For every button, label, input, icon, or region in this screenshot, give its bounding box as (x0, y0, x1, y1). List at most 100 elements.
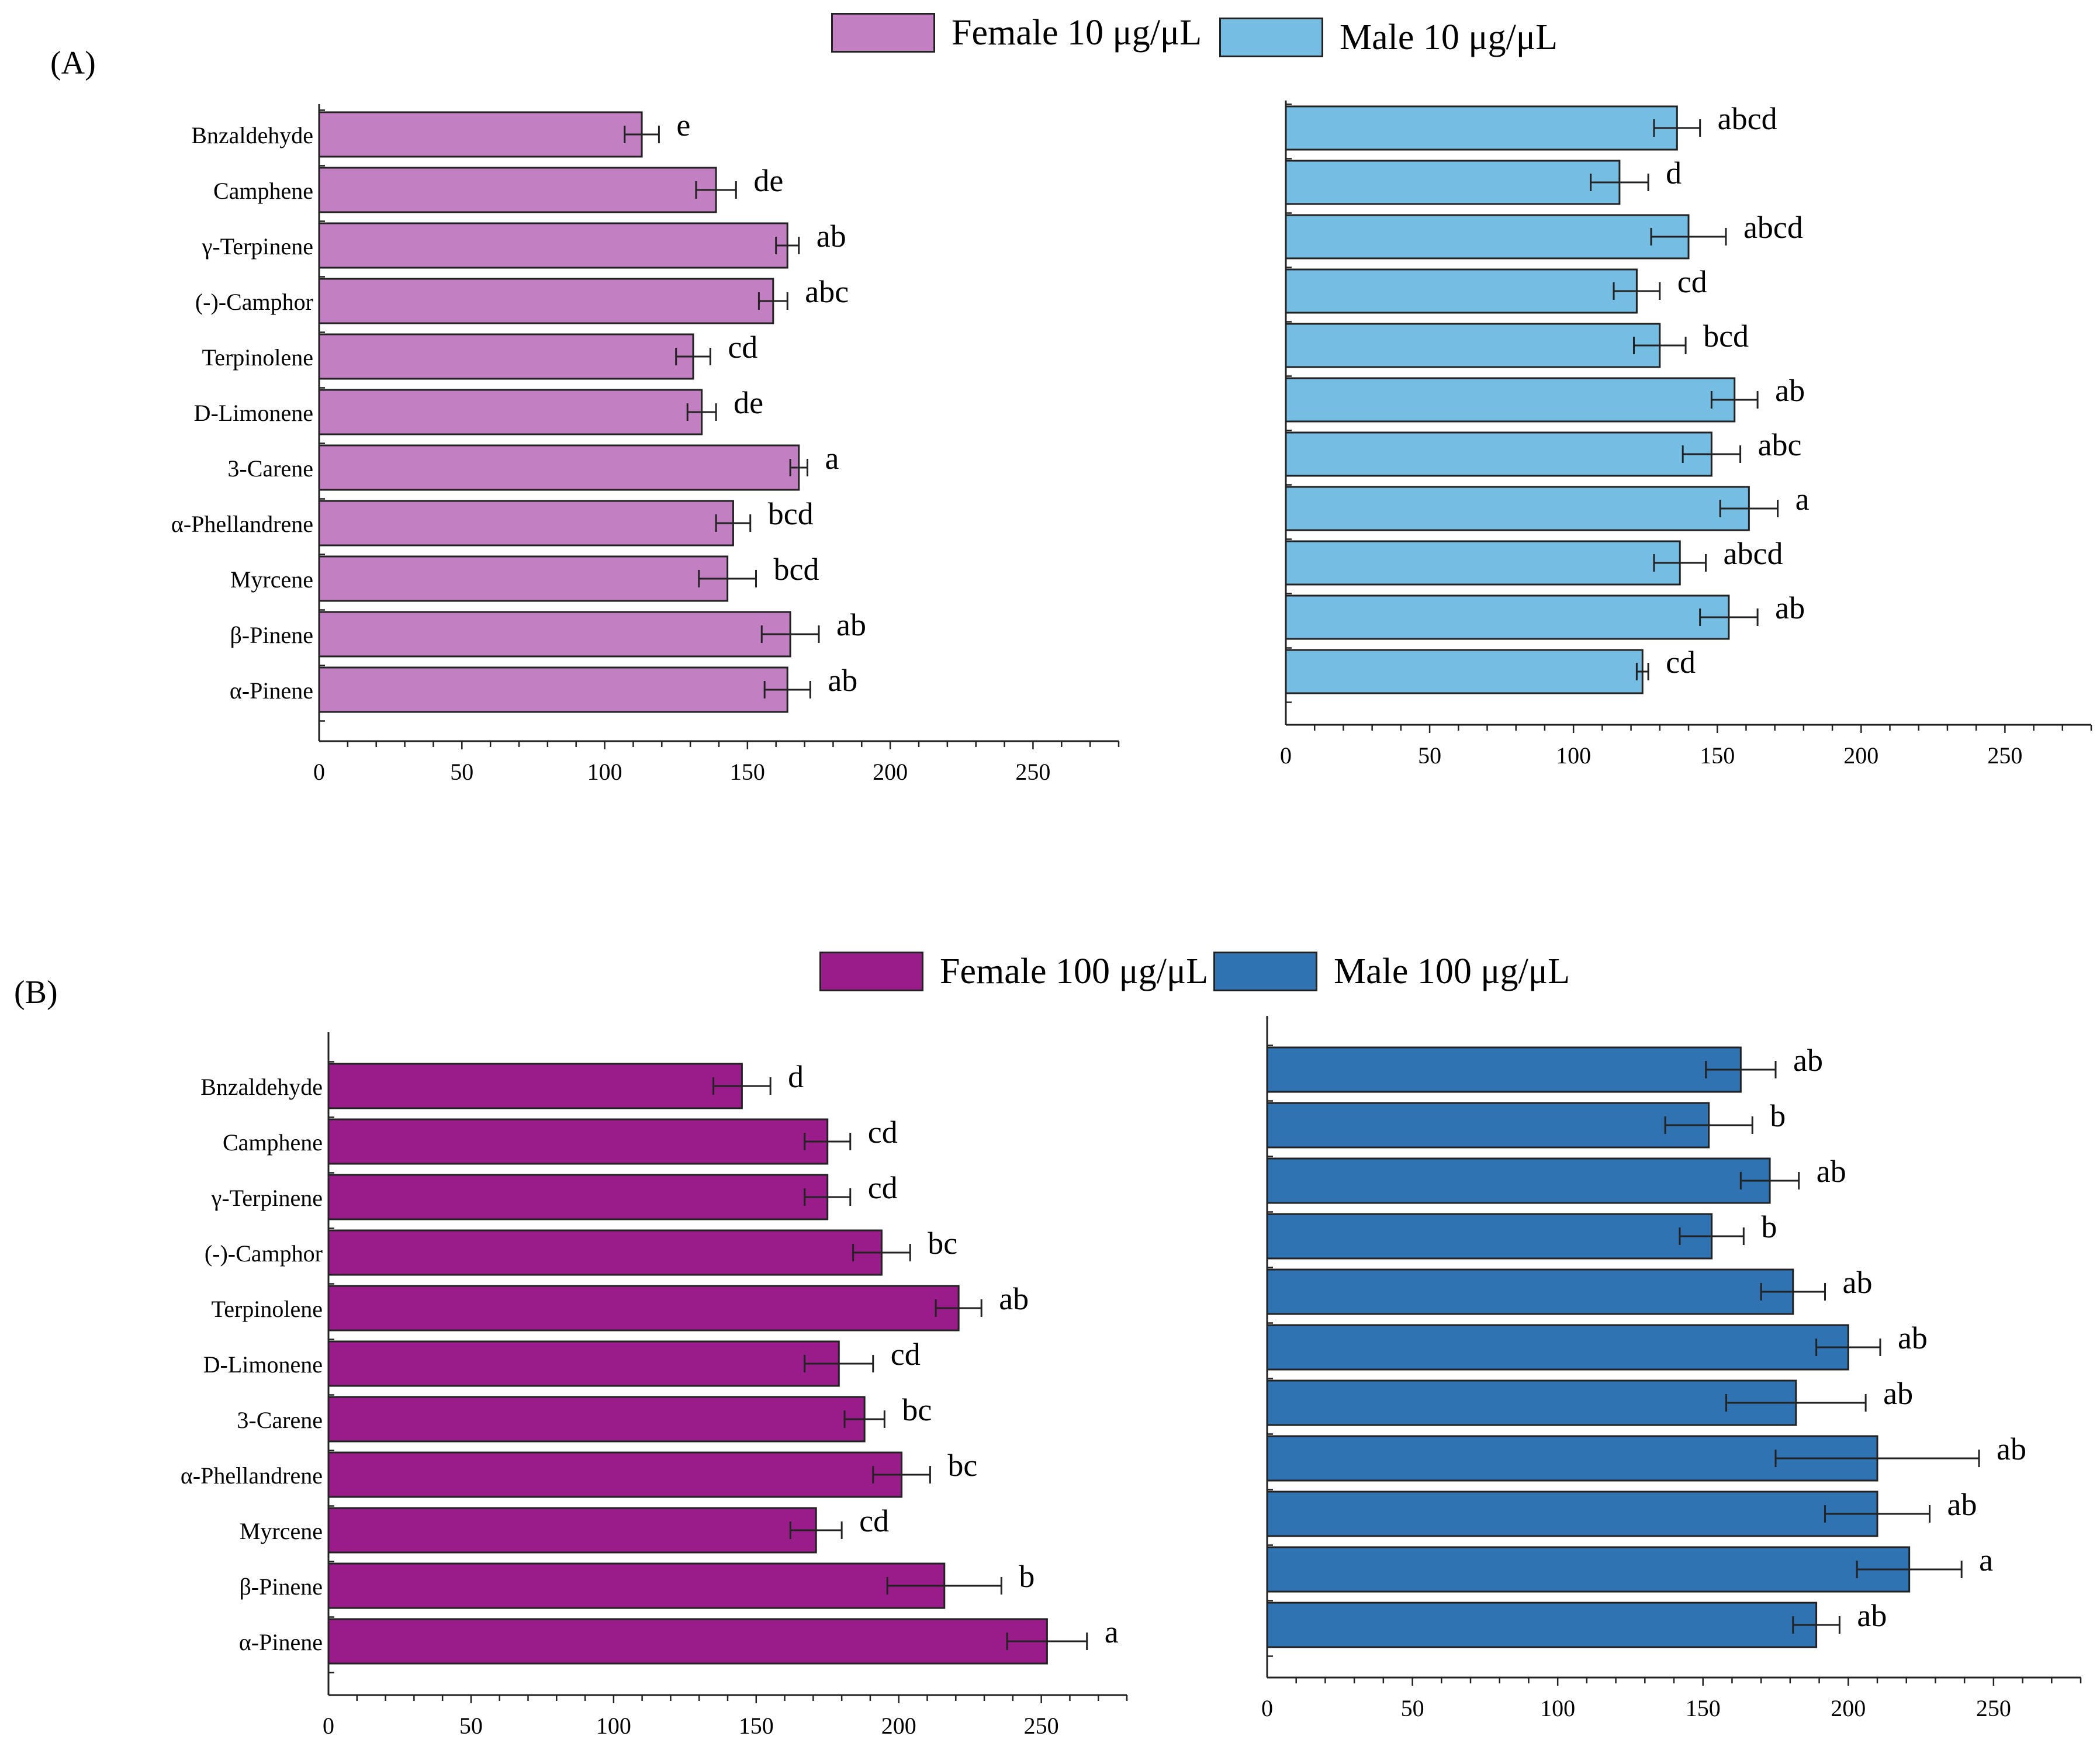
significance-label: ab (1775, 590, 1805, 625)
significance-label: ab (836, 607, 866, 642)
category-label: Bnzaldehyde (191, 122, 313, 148)
legend-female-10: Female 10 μg/μL (831, 13, 1202, 53)
bar (1266, 1102, 1710, 1149)
x-tick-label: 250 (1987, 742, 2022, 769)
x-tick-label: 100 (1540, 1695, 1575, 1721)
x-tick-label: 50 (1418, 742, 1441, 769)
bar (1285, 431, 1712, 477)
significance-label: abcd (1718, 101, 1777, 136)
bar (1285, 268, 1638, 314)
category-label: Myrcene (230, 566, 313, 593)
x-tick-label: 200 (881, 1713, 916, 1739)
x-tick-label: 150 (1700, 742, 1735, 769)
category-label: Terpinolene (212, 1296, 323, 1322)
bar (318, 611, 791, 658)
significance-label: a (1979, 1543, 1993, 1578)
bar (318, 111, 643, 158)
legend-swatch-female-10 (831, 13, 935, 53)
category-label: D-Limonene (203, 1351, 323, 1378)
significance-label: d (1666, 155, 1682, 191)
significance-label: b (1019, 1559, 1035, 1594)
category-label: γ-Terpinene (202, 233, 313, 260)
category-label: β-Pinene (239, 1573, 323, 1600)
x-tick-label: 100 (596, 1713, 631, 1739)
significance-label: ab (1997, 1431, 2026, 1467)
legend-label-female-10: Female 10 μg/μL (952, 13, 1202, 53)
category-label: α-Pinene (239, 1629, 323, 1655)
significance-label: cd (1677, 264, 1707, 299)
category-label: α-Phellandrene (171, 511, 313, 537)
significance-label: bc (902, 1392, 932, 1427)
bar (318, 666, 788, 713)
category-label: Myrcene (240, 1518, 323, 1544)
bar (327, 1174, 829, 1220)
legend-female-100: Female 100 μg/μL (819, 952, 1208, 991)
bar (1266, 1268, 1794, 1315)
bar (1266, 1490, 1878, 1537)
significance-label: d (788, 1059, 804, 1094)
category-label: Camphene (213, 178, 313, 204)
significance-label: abcd (1743, 210, 1803, 245)
x-tick-label: 100 (1556, 742, 1591, 769)
legend-label-male-10: Male 10 μg/μL (1340, 18, 1558, 57)
category-label: 3-Carene (227, 455, 313, 482)
significance-label: a (1795, 482, 1810, 517)
significance-label: ab (1843, 1265, 1873, 1300)
bar (318, 389, 703, 435)
category-label: α-Phellandrene (181, 1462, 323, 1489)
significance-label: cd (868, 1115, 898, 1150)
x-tick-label: 100 (587, 759, 622, 785)
significance-label: cd (868, 1170, 898, 1205)
significance-label: de (734, 385, 763, 420)
bar (1285, 377, 1736, 423)
significance-label: e (676, 108, 690, 143)
bar (318, 555, 729, 602)
bar (327, 1340, 840, 1387)
x-tick-label: 0 (1280, 742, 1292, 769)
significance-label: ab (1817, 1154, 1846, 1189)
bar (327, 1229, 883, 1276)
legend-swatch-male-100 (1213, 952, 1317, 991)
bar (1285, 160, 1621, 205)
bar (318, 333, 694, 380)
significance-label: ab (1883, 1376, 1913, 1411)
category-label: α-Pinene (230, 677, 313, 704)
bar (1266, 1213, 1713, 1260)
bar (1285, 594, 1730, 640)
bar (327, 1285, 960, 1332)
x-tick-label: 200 (873, 759, 908, 785)
x-tick-label: 0 (1261, 1695, 1273, 1721)
bar (1285, 649, 1644, 694)
x-tick-label: 50 (1401, 1695, 1424, 1721)
category-label: β-Pinene (230, 622, 313, 648)
significance-label: cd (728, 330, 757, 365)
bar (327, 1562, 946, 1609)
significance-label: cd (1666, 645, 1696, 680)
x-tick-label: 150 (739, 1713, 774, 1739)
category-label: Camphene (223, 1129, 323, 1156)
significance-label: b (1770, 1098, 1786, 1133)
bar (318, 444, 800, 491)
x-tick-label: 0 (323, 1713, 334, 1739)
significance-label: a (1105, 1614, 1119, 1649)
bar (327, 1507, 817, 1554)
bar (1266, 1324, 1849, 1371)
significance-label: abc (805, 274, 849, 309)
category-label: Bnzaldehyde (200, 1074, 323, 1100)
significance-label: ab (828, 663, 857, 698)
bar (1285, 486, 1750, 531)
bar (1266, 1602, 1818, 1648)
significance-label: de (753, 163, 783, 198)
bar (327, 1063, 743, 1109)
bar (1285, 323, 1661, 368)
bar (1285, 214, 1690, 260)
legend-male-10: Male 10 μg/μL (1219, 18, 1558, 57)
significance-label: bc (928, 1226, 957, 1261)
x-tick-label: 200 (1831, 1695, 1866, 1721)
significance-label: cd (859, 1503, 889, 1538)
x-tick-label: 250 (1976, 1695, 2011, 1721)
bar (327, 1396, 866, 1443)
